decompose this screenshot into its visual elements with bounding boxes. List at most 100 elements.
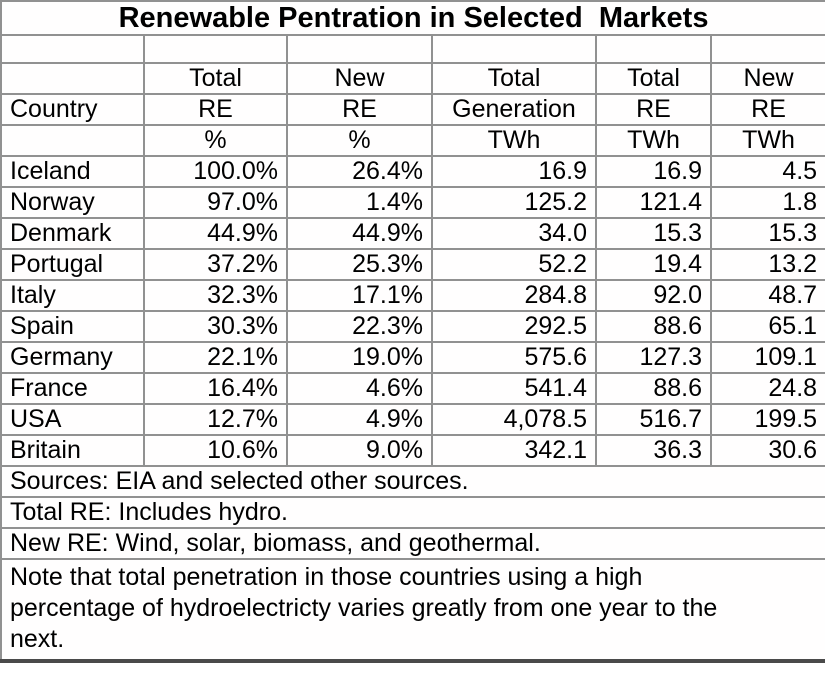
total-re-pct-cell: 100.0% xyxy=(143,155,288,188)
table-row-spain: Spain 30.3% 22.3% 292.5 88.6 65.1 xyxy=(0,310,825,343)
footnote-row-new-re: New RE: Wind, solar, biomass, and geothe… xyxy=(0,527,825,560)
new-re-pct-cell: 19.0% xyxy=(286,341,433,374)
new-re-pct-cell: 9.0% xyxy=(286,434,433,467)
header-unit-twh-2: TWh xyxy=(595,124,712,157)
country-cell: Iceland xyxy=(0,155,145,188)
header-total-re-2: RE xyxy=(143,93,288,126)
new-re-pct-cell: 1.4% xyxy=(286,186,433,219)
total-re-pct-cell: 37.2% xyxy=(143,248,288,281)
new-re-twh-cell: 24.8 xyxy=(709,372,825,405)
footnote-total-re: Total RE: Includes hydro. xyxy=(0,496,825,529)
footnote-new-re: New RE: Wind, solar, biomass, and geothe… xyxy=(0,527,825,560)
new-re-pct-cell: 4.6% xyxy=(286,372,433,405)
empty-cell xyxy=(286,34,433,64)
empty-cell xyxy=(595,34,712,64)
new-re-twh-cell: 13.2 xyxy=(709,248,825,281)
empty-cell xyxy=(709,34,825,64)
total-generation-cell: 292.5 xyxy=(431,310,597,343)
total-generation-cell: 342.1 xyxy=(431,434,597,467)
total-re-pct-cell: 10.6% xyxy=(143,434,288,467)
footnote-sources: Sources: EIA and selected other sources. xyxy=(0,465,825,498)
total-re-twh-cell: 127.3 xyxy=(595,341,712,374)
country-cell: Italy xyxy=(0,279,145,312)
total-generation-cell: 52.2 xyxy=(431,248,597,281)
new-re-twh-cell: 109.1 xyxy=(709,341,825,374)
country-cell: Spain xyxy=(0,310,145,343)
header-cell xyxy=(0,124,145,157)
new-re-twh-cell: 48.7 xyxy=(709,279,825,312)
new-re-twh-cell: 4.5 xyxy=(709,155,825,188)
header-new-re-twh-2: RE xyxy=(709,93,825,126)
total-re-twh-cell: 121.4 xyxy=(595,186,712,219)
new-re-pct-cell: 22.3% xyxy=(286,310,433,343)
table-title: Renewable Pentration in Selected Markets xyxy=(0,0,825,36)
total-re-pct-cell: 12.7% xyxy=(143,403,288,436)
new-re-pct-cell: 25.3% xyxy=(286,248,433,281)
table-row-germany: Germany 22.1% 19.0% 575.6 127.3 109.1 xyxy=(0,341,825,374)
note-line-1: Note that total penetration in those cou… xyxy=(10,563,643,591)
header-new-re-2: RE xyxy=(286,93,433,126)
new-re-twh-cell: 199.5 xyxy=(709,403,825,436)
header-new-re-1: New xyxy=(286,62,433,95)
header-total-re-twh-1: Total xyxy=(595,62,712,95)
header-row-1: Total New Total Total New xyxy=(0,62,825,95)
empty-row xyxy=(0,34,825,64)
table-row-italy: Italy 32.3% 17.1% 284.8 92.0 48.7 xyxy=(0,279,825,312)
header-row-3: % % TWh TWh TWh xyxy=(0,124,825,157)
new-re-twh-cell: 65.1 xyxy=(709,310,825,343)
header-cell xyxy=(0,62,145,95)
header-country: Country xyxy=(0,93,145,126)
country-cell: France xyxy=(0,372,145,405)
total-re-pct-cell: 22.1% xyxy=(143,341,288,374)
header-total-re-twh-2: RE xyxy=(595,93,712,126)
total-re-pct-cell: 30.3% xyxy=(143,310,288,343)
country-cell: Denmark xyxy=(0,217,145,250)
table-title-row: Renewable Pentration in Selected Markets xyxy=(0,0,825,36)
empty-cell xyxy=(0,34,145,64)
header-total-generation-1: Total xyxy=(431,62,597,95)
header-row-2: Country RE RE Generation RE RE xyxy=(0,93,825,126)
table-row-britain: Britain 10.6% 9.0% 342.1 36.3 30.6 xyxy=(0,434,825,467)
country-cell: Germany xyxy=(0,341,145,374)
note-row: Note that total penetration in those cou… xyxy=(0,558,825,662)
note-line-3: next. xyxy=(10,625,65,653)
header-unit-twh-1: TWh xyxy=(431,124,597,157)
empty-cell xyxy=(431,34,597,64)
header-total-generation-2: Generation xyxy=(431,93,597,126)
renewable-penetration-table: Renewable Pentration in Selected Markets… xyxy=(0,0,825,663)
country-cell: Norway xyxy=(0,186,145,219)
header-unit-pct-2: % xyxy=(286,124,433,157)
total-re-twh-cell: 516.7 xyxy=(595,403,712,436)
new-re-pct-cell: 44.9% xyxy=(286,217,433,250)
total-re-pct-cell: 16.4% xyxy=(143,372,288,405)
new-re-twh-cell: 30.6 xyxy=(709,434,825,467)
total-generation-cell: 284.8 xyxy=(431,279,597,312)
total-generation-cell: 575.6 xyxy=(431,341,597,374)
total-re-pct-cell: 97.0% xyxy=(143,186,288,219)
total-re-twh-cell: 19.4 xyxy=(595,248,712,281)
total-re-pct-cell: 32.3% xyxy=(143,279,288,312)
total-generation-cell: 34.0 xyxy=(431,217,597,250)
total-re-twh-cell: 16.9 xyxy=(595,155,712,188)
header-total-re-1: Total xyxy=(143,62,288,95)
note-line-2: percentage of hydroelectricty varies gre… xyxy=(10,594,718,622)
note-cell: Note that total penetration in those cou… xyxy=(0,558,825,662)
total-re-twh-cell: 88.6 xyxy=(595,310,712,343)
table-row-iceland: Iceland 100.0% 26.4% 16.9 16.9 4.5 xyxy=(0,155,825,188)
empty-cell xyxy=(143,34,288,64)
total-re-twh-cell: 36.3 xyxy=(595,434,712,467)
header-unit-pct-1: % xyxy=(143,124,288,157)
total-re-twh-cell: 88.6 xyxy=(595,372,712,405)
table-row-usa: USA 12.7% 4.9% 4,078.5 516.7 199.5 xyxy=(0,403,825,436)
total-re-pct-cell: 44.9% xyxy=(143,217,288,250)
total-generation-cell: 125.2 xyxy=(431,186,597,219)
table-row-france: France 16.4% 4.6% 541.4 88.6 24.8 xyxy=(0,372,825,405)
total-re-twh-cell: 92.0 xyxy=(595,279,712,312)
header-unit-twh-3: TWh xyxy=(709,124,825,157)
country-cell: Britain xyxy=(0,434,145,467)
header-new-re-twh-1: New xyxy=(709,62,825,95)
total-generation-cell: 541.4 xyxy=(431,372,597,405)
total-generation-cell: 4,078.5 xyxy=(431,403,597,436)
table-row-denmark: Denmark 44.9% 44.9% 34.0 15.3 15.3 xyxy=(0,217,825,250)
